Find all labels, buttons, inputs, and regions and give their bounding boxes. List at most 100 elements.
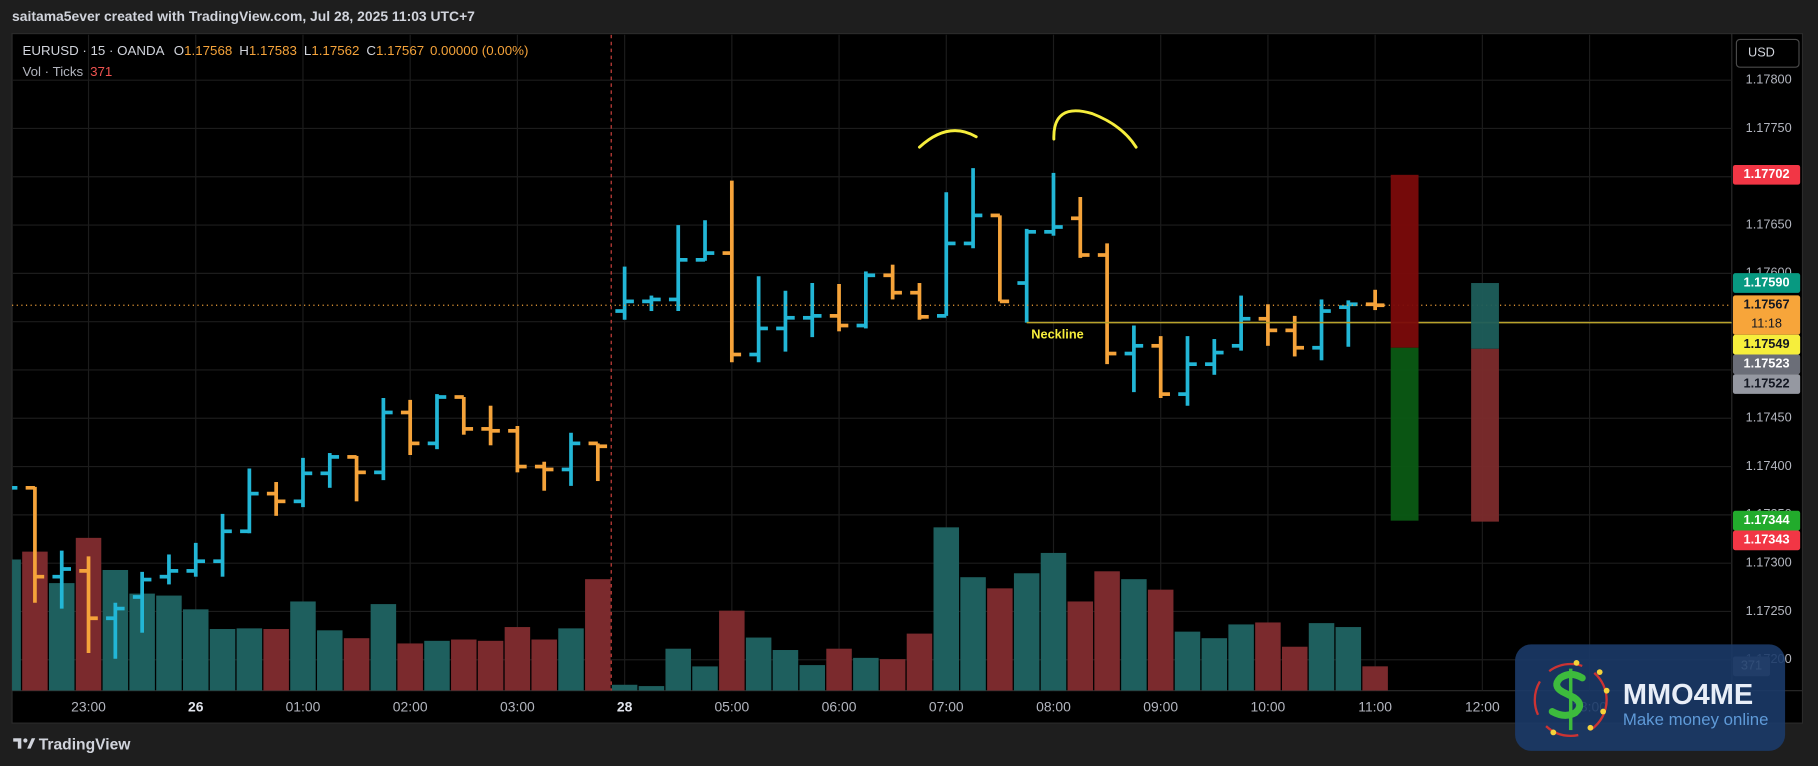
volume-bar bbox=[665, 648, 691, 691]
footer-brand: TradingView bbox=[39, 736, 132, 753]
volume-bar bbox=[1228, 624, 1254, 691]
volume-bar bbox=[933, 527, 960, 691]
x-tick-label: 26 bbox=[188, 699, 204, 715]
watermark-star bbox=[1600, 708, 1607, 715]
x-tick-label: 03:00 bbox=[500, 699, 535, 715]
watermark-title: MMO4ME bbox=[1623, 679, 1753, 711]
x-tick-label: 08:00 bbox=[1036, 699, 1071, 715]
volume-bar bbox=[611, 684, 638, 691]
price-badge bbox=[1732, 530, 1801, 551]
position-profit bbox=[1471, 283, 1499, 349]
legend-line: EURUSD · 15 · OANDA O1.17568 H1.17583 L1.17… bbox=[22, 43, 528, 58]
x-tick-label: 06:00 bbox=[822, 699, 857, 715]
volume-bar bbox=[853, 657, 879, 691]
volume-bar bbox=[1147, 589, 1174, 691]
volume-bar bbox=[1201, 638, 1228, 691]
volume-value: 371 bbox=[90, 63, 112, 78]
volume-bar bbox=[1013, 573, 1040, 691]
watermark-star bbox=[1603, 687, 1610, 694]
watermark-box bbox=[1515, 644, 1786, 751]
price-badge bbox=[1732, 164, 1801, 185]
volume-bar bbox=[531, 639, 557, 691]
volume-bar bbox=[183, 609, 209, 691]
volume-bar bbox=[343, 638, 370, 691]
volume-bar bbox=[1174, 631, 1201, 691]
legend-change: 0.00000 (0.00%) bbox=[430, 43, 528, 58]
volume-bar bbox=[719, 610, 745, 691]
volume-bar bbox=[960, 577, 986, 691]
position-loss bbox=[1471, 348, 1499, 522]
legend-key: H bbox=[239, 43, 249, 58]
volume-title: Vol · Ticks bbox=[22, 63, 83, 78]
price-badge-label: 1.17567 bbox=[1744, 297, 1790, 312]
price-badge-label: 1.17549 bbox=[1744, 336, 1790, 351]
volume-bar bbox=[906, 633, 933, 691]
volume-bar bbox=[1362, 666, 1388, 691]
price-badge bbox=[1732, 374, 1801, 394]
price-badge-label: 1.17344 bbox=[1744, 512, 1791, 527]
volume-bar bbox=[879, 659, 906, 691]
volume-bar bbox=[558, 628, 584, 691]
y-tick-label: 1.17450 bbox=[1746, 410, 1792, 425]
price-badge-label: 1.17523 bbox=[1744, 356, 1790, 371]
volume-bar bbox=[236, 628, 263, 691]
x-tick-label: 28 bbox=[617, 699, 633, 715]
volume-bar bbox=[1067, 601, 1094, 691]
volume-bar bbox=[424, 640, 450, 691]
watermark-ring bbox=[1533, 662, 1608, 738]
currency-label[interactable]: USD bbox=[1748, 45, 1775, 60]
x-tick-label: 07:00 bbox=[929, 699, 964, 715]
volume-bar bbox=[1121, 579, 1147, 691]
countdown-label: 11:18 bbox=[1751, 316, 1782, 331]
legend-value: 1.17583 bbox=[249, 43, 297, 58]
volume-bar bbox=[692, 666, 718, 691]
chart-pane bbox=[11, 33, 1804, 724]
watermark-star bbox=[1550, 729, 1557, 736]
logo-icon bbox=[27, 738, 36, 749]
y-tick-label: 1.17800 bbox=[1746, 72, 1792, 87]
volume-bar bbox=[772, 650, 799, 691]
x-tick-label: 05:00 bbox=[714, 699, 749, 715]
logo-icon bbox=[23, 738, 28, 743]
volume-bar bbox=[370, 604, 397, 691]
volume-bar bbox=[290, 601, 316, 691]
watermark-star bbox=[1596, 669, 1603, 676]
header-title: saitama5ever created with TradingView.co… bbox=[12, 8, 475, 24]
volume-bar bbox=[1281, 646, 1308, 691]
drawing-arc bbox=[1052, 109, 1138, 149]
legend-value: 1.17568 bbox=[184, 43, 232, 58]
volume-bar bbox=[826, 648, 852, 691]
legend-key: O bbox=[174, 43, 184, 58]
volume-bar bbox=[799, 665, 825, 691]
volume-bar bbox=[317, 630, 343, 691]
x-tick-label: 09:00 bbox=[1143, 699, 1178, 715]
position-profit bbox=[1390, 347, 1419, 521]
legend-key: L bbox=[304, 43, 311, 58]
price-badge-label: 1.17590 bbox=[1744, 274, 1790, 289]
volume-bar bbox=[451, 639, 477, 691]
volume-bar bbox=[987, 588, 1013, 691]
watermark-star bbox=[1573, 659, 1580, 666]
watermark-star bbox=[1587, 724, 1594, 731]
price-badge-label: 1.17522 bbox=[1744, 375, 1790, 390]
x-tick-label: 12:00 bbox=[1465, 699, 1500, 715]
logo-icon bbox=[13, 738, 22, 749]
y-tick-label: 1.17750 bbox=[1746, 120, 1792, 135]
price-badge bbox=[1732, 334, 1801, 355]
watermark: MMO4ME Make money online bbox=[1515, 644, 1786, 751]
x-tick-label: 02:00 bbox=[393, 699, 428, 715]
x-tick-label: 10:00 bbox=[1251, 699, 1286, 715]
price-badge-label: 1.17702 bbox=[1744, 166, 1790, 181]
symbol: EURUSD · 15 · OANDA bbox=[22, 43, 164, 58]
x-tick-label: 23:00 bbox=[71, 699, 106, 715]
y-tick-label: 1.17300 bbox=[1746, 555, 1792, 570]
legend-key: C bbox=[366, 43, 376, 58]
price-badge bbox=[1732, 510, 1801, 531]
drawing-arc bbox=[917, 129, 978, 149]
currency-button[interactable] bbox=[1735, 38, 1800, 68]
position-loss bbox=[1390, 174, 1419, 348]
y-tick-label: 1.17400 bbox=[1746, 458, 1792, 473]
price-badge bbox=[1732, 273, 1801, 293]
neckline-label: Neckline bbox=[1031, 327, 1083, 342]
